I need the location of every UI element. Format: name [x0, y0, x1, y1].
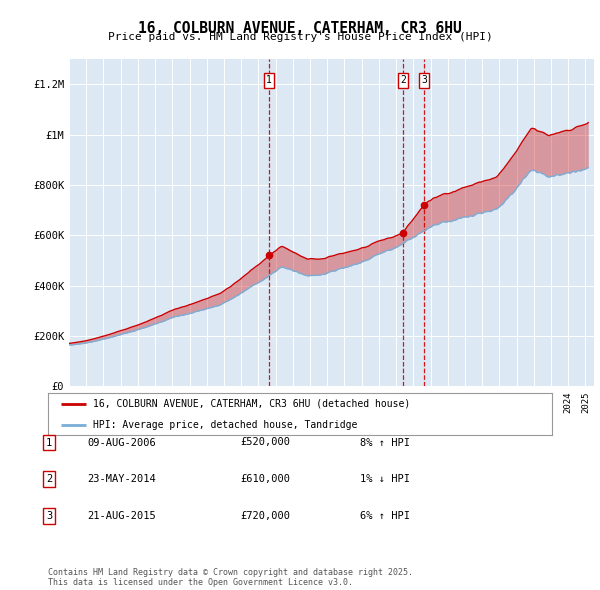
Text: 3: 3 — [46, 511, 52, 520]
Text: 1% ↓ HPI: 1% ↓ HPI — [360, 474, 410, 484]
Text: 8% ↑ HPI: 8% ↑ HPI — [360, 438, 410, 447]
Text: 23-MAY-2014: 23-MAY-2014 — [87, 474, 156, 484]
Text: Contains HM Land Registry data © Crown copyright and database right 2025.
This d: Contains HM Land Registry data © Crown c… — [48, 568, 413, 587]
Text: 16, COLBURN AVENUE, CATERHAM, CR3 6HU: 16, COLBURN AVENUE, CATERHAM, CR3 6HU — [138, 21, 462, 35]
Text: HPI: Average price, detached house, Tandridge: HPI: Average price, detached house, Tand… — [94, 420, 358, 430]
Text: £610,000: £610,000 — [240, 474, 290, 484]
Text: 6% ↑ HPI: 6% ↑ HPI — [360, 511, 410, 520]
Text: 09-AUG-2006: 09-AUG-2006 — [87, 438, 156, 447]
Text: 1: 1 — [266, 76, 272, 86]
Text: £720,000: £720,000 — [240, 511, 290, 520]
Text: 16, COLBURN AVENUE, CATERHAM, CR3 6HU (detached house): 16, COLBURN AVENUE, CATERHAM, CR3 6HU (d… — [94, 399, 410, 408]
Text: 2: 2 — [46, 474, 52, 484]
Text: 1: 1 — [46, 438, 52, 447]
Text: 21-AUG-2015: 21-AUG-2015 — [87, 511, 156, 520]
Text: £520,000: £520,000 — [240, 438, 290, 447]
Text: Price paid vs. HM Land Registry's House Price Index (HPI): Price paid vs. HM Land Registry's House … — [107, 32, 493, 42]
Text: 3: 3 — [421, 76, 427, 86]
Text: 2: 2 — [400, 76, 406, 86]
